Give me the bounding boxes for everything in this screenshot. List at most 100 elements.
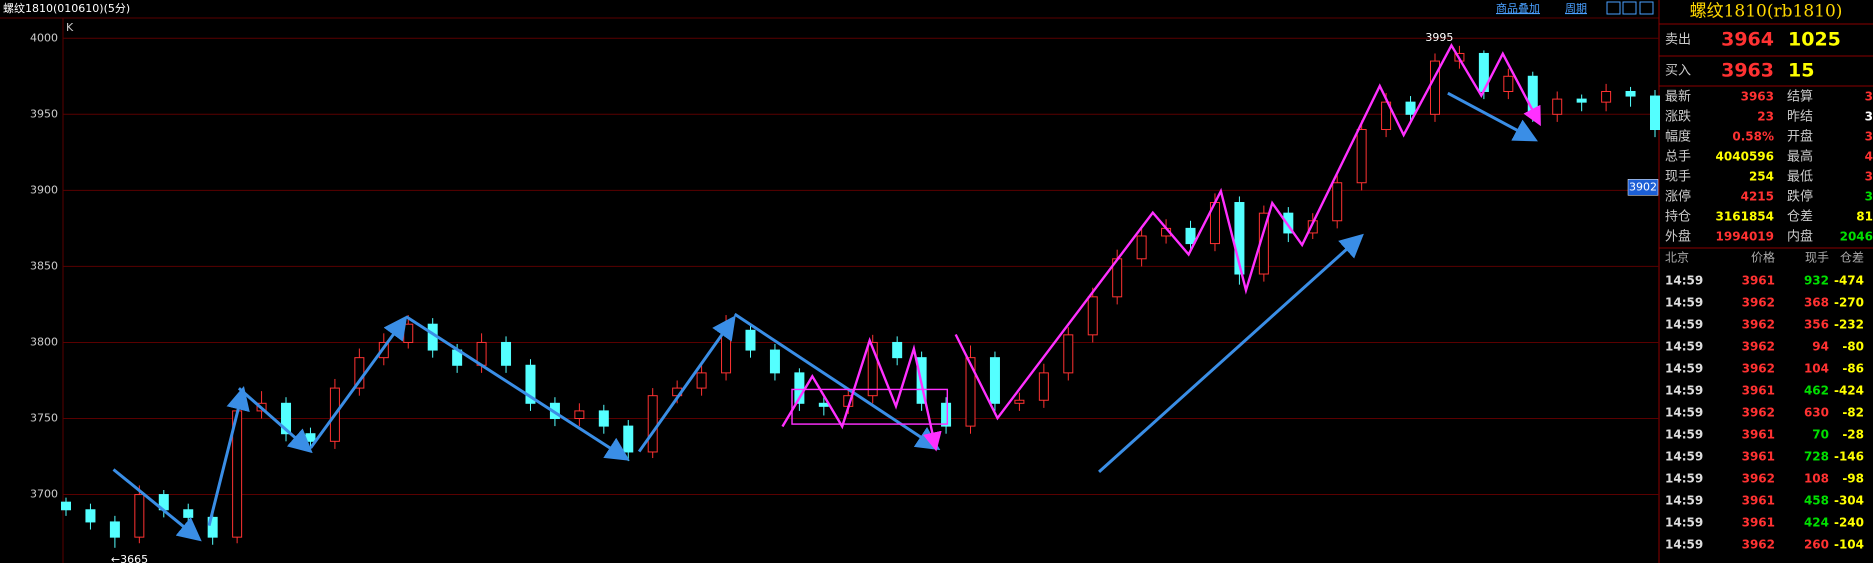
tick-volume: 70 (1812, 428, 1829, 442)
ticks-header: 北京 (1665, 251, 1689, 265)
stat-label: 最高 (1787, 149, 1813, 165)
arrow (405, 315, 630, 461)
tick-oi-change: -86 (1842, 362, 1864, 376)
candle-body (941, 402, 952, 427)
candle-body (794, 372, 805, 404)
tick-time: 14:59 (1665, 516, 1703, 530)
stat-label: 最低 (1787, 170, 1813, 185)
button[interactable] (1639, 1, 1654, 15)
arrow (1447, 91, 1538, 142)
tick-volume: 932 (1804, 274, 1829, 288)
annotations (112, 42, 1541, 542)
arrow (207, 386, 250, 526)
tick-oi-change: -82 (1842, 406, 1864, 420)
tick-price: 3961 (1742, 384, 1775, 398)
candle-body (1185, 227, 1196, 245)
stat-label: 结算 (1787, 90, 1813, 105)
candle-body (207, 516, 218, 538)
candle-body (647, 395, 658, 453)
candle-body (1601, 90, 1612, 103)
ticks-header: 价格 (1751, 250, 1775, 265)
tick-price: 3962 (1742, 538, 1775, 552)
candle-body (1356, 129, 1367, 184)
candle-body (305, 433, 316, 442)
stat-label: 涨停 (1665, 189, 1691, 205)
button[interactable] (1622, 1, 1637, 15)
tick-oi-change: -98 (1842, 472, 1864, 486)
stat-value: 3 (1865, 190, 1873, 204)
quote-title: 螺纹1810(rb1810) (1690, 2, 1843, 22)
ask-price: 3964 (1721, 29, 1774, 51)
candle-body (1014, 399, 1025, 404)
y-tick-label: 3800 (30, 335, 58, 348)
tick-price: 3962 (1742, 472, 1775, 486)
chart-title: 螺纹1810(010610)(5分) (3, 1, 130, 15)
wave (781, 336, 942, 452)
stat-label: 昨结 (1787, 110, 1813, 125)
tick-time: 14:59 (1665, 340, 1703, 354)
candle-body (525, 364, 536, 404)
candle-body (1063, 334, 1074, 374)
tick-time: 14:59 (1665, 406, 1703, 420)
candle-body (1503, 75, 1514, 92)
tick-volume: 356 (1804, 318, 1829, 332)
magenta-arrows (781, 42, 1541, 452)
y-tick-label: 3950 (30, 107, 58, 120)
tick-oi-change: -232 (1834, 318, 1864, 332)
candle-body (1087, 296, 1098, 336)
candle-body (183, 509, 194, 518)
arrow (112, 468, 202, 542)
candle-body (1405, 101, 1416, 115)
tick-oi-change: -304 (1834, 494, 1864, 508)
stat-value: 2046 (1840, 230, 1873, 244)
candle-body (574, 410, 585, 420)
stat-label: 现手 (1665, 170, 1691, 185)
tick-oi-change: -424 (1834, 384, 1864, 398)
tick-price: 3962 (1742, 318, 1775, 332)
tick-time: 14:59 (1665, 450, 1703, 464)
candle-body (1038, 372, 1049, 401)
stat-value: 4215 (1741, 190, 1774, 204)
tick-time: 14:59 (1665, 428, 1703, 442)
stat-value: 0.58% (1732, 130, 1774, 144)
tick-time: 14:59 (1665, 318, 1703, 332)
overlay-link[interactable]: 商品叠加 (1496, 1, 1540, 15)
tick-volume: 424 (1804, 516, 1829, 530)
candle-body (501, 341, 512, 366)
arrow (309, 315, 408, 449)
tick-volume: 108 (1804, 472, 1829, 486)
ticks-header: 仓差 (1840, 251, 1864, 265)
candle-body (892, 341, 903, 359)
tick-price: 3961 (1742, 494, 1775, 508)
candle-body (85, 509, 96, 523)
min-label: ←3665 (111, 553, 148, 563)
tick-time: 14:59 (1665, 472, 1703, 486)
arrow (637, 315, 736, 453)
button[interactable] (1606, 1, 1621, 15)
y-tick-label: 3900 (30, 183, 58, 196)
candle-body (989, 357, 1000, 404)
tick-time: 14:59 (1665, 538, 1703, 552)
candle-body (281, 402, 292, 435)
tick-price: 3961 (1742, 516, 1775, 530)
tick-oi-change: -28 (1842, 428, 1864, 442)
period-link[interactable]: 周期 (1565, 2, 1587, 15)
max-label: 3995 (1425, 31, 1453, 44)
stat-label: 仓差 (1787, 210, 1813, 225)
cursor-label: 3902 (1629, 180, 1657, 193)
y-tick-label: 3850 (30, 259, 58, 272)
tick-price: 3962 (1742, 340, 1775, 354)
tick-time: 14:59 (1665, 384, 1703, 398)
tick-time: 14:59 (1665, 274, 1703, 288)
stat-value: 254 (1749, 170, 1774, 184)
arrow (1098, 233, 1364, 473)
tick-oi-change: -80 (1842, 340, 1864, 354)
stat-value: 4 (1865, 150, 1873, 164)
candle-body (1136, 235, 1147, 260)
candle-body (1283, 212, 1294, 234)
cursor-box (1627, 179, 1659, 196)
tick-price: 3962 (1742, 296, 1775, 310)
candle-body (1429, 60, 1440, 115)
